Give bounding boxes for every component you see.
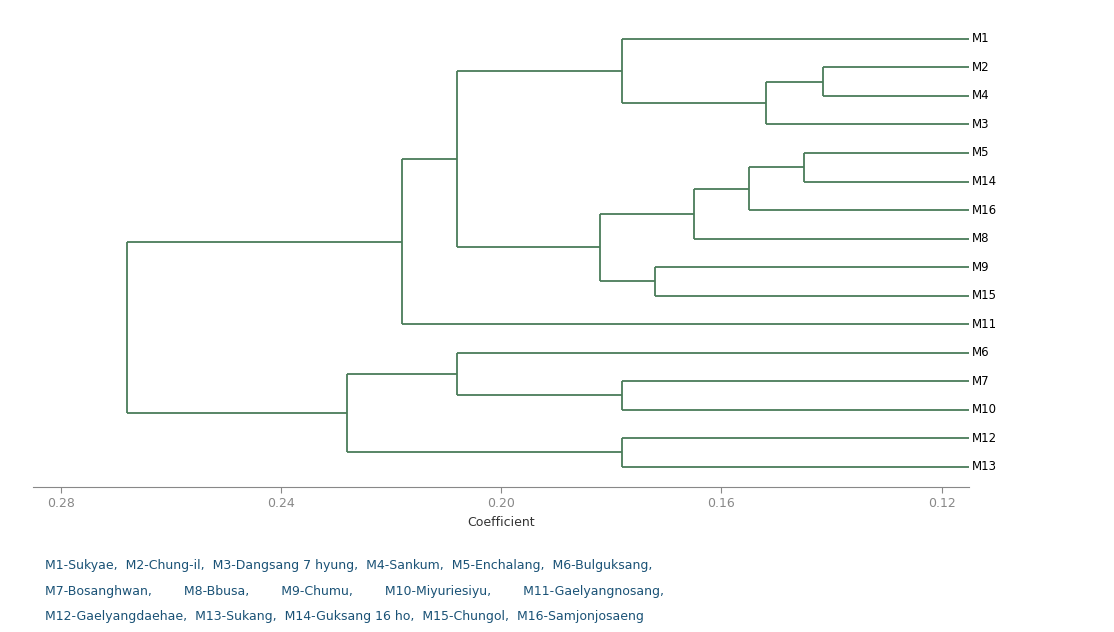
Text: M14: M14: [971, 175, 997, 188]
Text: M3: M3: [971, 118, 989, 131]
Text: M1-Sukyae,  M2-Chung-il,  M3-Dangsang 7 hyung,  M4-Sankum,  M5-Enchalang,  M6-Bu: M1-Sukyae, M2-Chung-il, M3-Dangsang 7 hy…: [45, 559, 652, 573]
Text: M9: M9: [971, 260, 989, 274]
Text: M12-Gaelyangdaehae,  M13-Sukang,  M14-Guksang 16 ho,  M15-Chungol,  M16-Samjonjo: M12-Gaelyangdaehae, M13-Sukang, M14-Guks…: [45, 610, 644, 623]
Text: M1: M1: [971, 32, 989, 46]
Text: M2: M2: [971, 61, 989, 74]
Text: M4: M4: [971, 90, 989, 102]
Text: M15: M15: [971, 289, 997, 302]
Text: M5: M5: [971, 147, 989, 159]
Text: M13: M13: [971, 460, 997, 473]
Text: M8: M8: [971, 232, 989, 245]
Text: M6: M6: [971, 346, 989, 359]
Text: M16: M16: [971, 204, 997, 217]
Text: M12: M12: [971, 432, 997, 445]
Text: M10: M10: [971, 403, 997, 416]
Text: M7: M7: [971, 375, 989, 387]
X-axis label: Coefficient: Coefficient: [468, 516, 535, 528]
Text: M7-Bosanghwan,        M8-Bbusa,        M9-Chumu,        M10-Miyuriesiyu,        : M7-Bosanghwan, M8-Bbusa, M9-Chumu, M10-M…: [45, 585, 664, 598]
Text: M11: M11: [971, 318, 997, 331]
